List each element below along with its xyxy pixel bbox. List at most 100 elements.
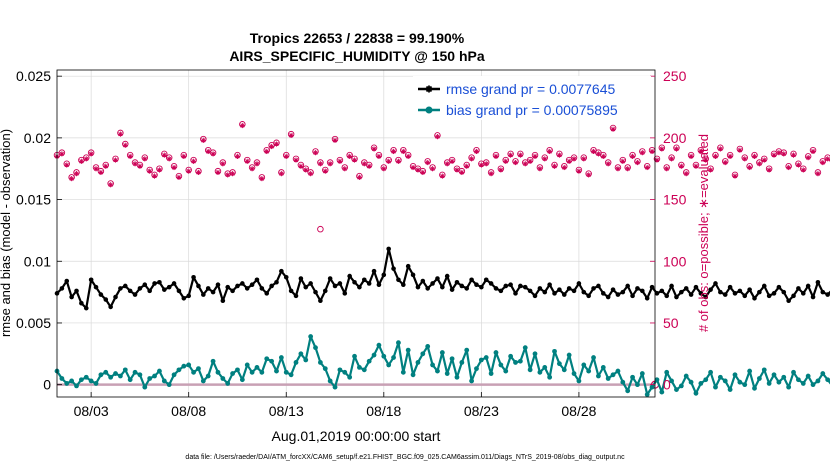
obs-evaluated-stroke: [576, 169, 582, 174]
obs-evaluated-stroke: [786, 165, 791, 170]
obs-evaluated-point: [195, 169, 202, 176]
obs-evaluated-point: [664, 166, 670, 172]
obs-evaluated-stroke: [103, 164, 108, 169]
rmse-point: [83, 305, 89, 311]
obs-evaluated-point: [381, 166, 387, 172]
obs-evaluated-stroke: [152, 173, 157, 179]
bias-point: [703, 377, 709, 383]
bias-point: [200, 378, 206, 384]
bias-point: [561, 367, 567, 373]
obs-evaluated-stroke: [406, 154, 411, 159]
obs-evaluated-stroke: [640, 150, 645, 155]
obs-evaluated-point: [390, 148, 397, 155]
obs-evaluated-point: [649, 148, 655, 155]
obs-evaluated-stroke: [737, 148, 743, 153]
bias-point: [732, 372, 738, 378]
y-tick-label-right: 50: [663, 315, 679, 331]
obs-evaluated-point: [629, 153, 636, 159]
obs-evaluated-stroke: [459, 170, 464, 175]
bias-point: [181, 363, 187, 369]
obs-evaluated-point: [634, 159, 641, 166]
obs-evaluated-stroke: [810, 149, 816, 154]
bias-point: [713, 384, 718, 390]
obs-evaluated-point: [776, 150, 782, 156]
obs-evaluated-stroke: [527, 159, 533, 164]
obs-evaluated-stroke: [752, 154, 757, 159]
bias-point: [693, 390, 699, 396]
obs-evaluated-point: [425, 159, 431, 166]
obs-evaluated-stroke: [820, 160, 825, 165]
bias-point: [118, 373, 123, 379]
rmse-point: [357, 284, 362, 290]
obs-evaluated-point: [556, 152, 562, 158]
obs-evaluated-stroke: [518, 153, 523, 158]
obs-evaluated-stroke: [552, 164, 557, 169]
obs-evaluated-point: [454, 167, 460, 173]
obs-evaluated-point: [610, 126, 616, 132]
rmse-point: [313, 289, 318, 295]
obs-evaluated-stroke: [771, 153, 777, 158]
obs-evaluated-stroke: [401, 149, 406, 154]
obs-evaluated-stroke: [766, 167, 772, 173]
legend-rmse-marker: [425, 85, 433, 93]
rmse-point: [137, 286, 143, 291]
obs-evaluated-point: [469, 156, 475, 162]
rmse-point: [371, 268, 377, 274]
obs-evaluated-stroke: [449, 159, 455, 164]
bias-point: [176, 367, 182, 373]
y-tick-label-right: 200: [663, 130, 687, 146]
obs-evaluated-stroke: [357, 175, 362, 180]
rmse-point: [693, 284, 699, 290]
obs-evaluated-point: [551, 163, 558, 169]
obs-evaluated-point: [512, 159, 519, 166]
obs-evaluated-stroke: [469, 156, 474, 161]
obs-evaluated-point: [298, 163, 304, 169]
bias-point: [332, 384, 338, 390]
obs-evaluated-point: [254, 161, 260, 167]
bias-point: [132, 369, 138, 375]
obs-evaluated-stroke: [84, 156, 89, 161]
bias-point: [317, 360, 323, 365]
obs-evaluated-point: [366, 163, 372, 169]
y-tick-label-left: 0.01: [24, 253, 51, 269]
rmse-point: [620, 289, 626, 295]
bias-point: [542, 364, 548, 370]
rmse-point: [483, 277, 489, 283]
chart-title-line2: AIRS_SPECIFIC_HUMIDITY @ 150 hPa: [229, 48, 485, 64]
obs-evaluated-point: [322, 168, 328, 174]
bias-point: [113, 371, 118, 376]
rmse-point: [201, 292, 206, 297]
bias-point: [157, 368, 162, 374]
rmse-point: [825, 292, 830, 297]
obs-evaluated-stroke: [440, 173, 445, 179]
bias-point: [791, 369, 796, 375]
bias-point: [64, 381, 70, 386]
rmse-point: [786, 298, 791, 304]
bias-point: [98, 372, 104, 378]
obs-evaluated-point: [132, 161, 138, 167]
obs-evaluated-stroke: [513, 160, 518, 165]
obs-evaluated-stroke: [79, 159, 84, 164]
rmse-point: [322, 288, 328, 294]
bias-point: [235, 367, 240, 373]
obs-evaluated-stroke: [747, 165, 752, 170]
rmse-point: [132, 292, 138, 297]
rmse-point: [93, 284, 99, 290]
obs-evaluated-point: [127, 153, 133, 159]
bias-point: [298, 351, 304, 357]
obs-evaluated-stroke: [654, 157, 660, 163]
obs-evaluated-stroke: [391, 149, 396, 154]
obs-evaluated-stroke: [240, 123, 245, 128]
obs-evaluated-stroke: [249, 166, 255, 171]
bias-point: [127, 377, 133, 383]
bias-point: [698, 381, 704, 386]
bias-point: [283, 369, 289, 375]
bias-point: [254, 364, 260, 370]
bias-point: [449, 356, 455, 362]
bias-point: [186, 362, 192, 368]
bias-point: [517, 358, 523, 364]
rmse-point: [610, 287, 616, 292]
bias-point: [571, 371, 577, 376]
obs-evaluated-point: [683, 171, 689, 177]
bias-point: [766, 381, 772, 386]
